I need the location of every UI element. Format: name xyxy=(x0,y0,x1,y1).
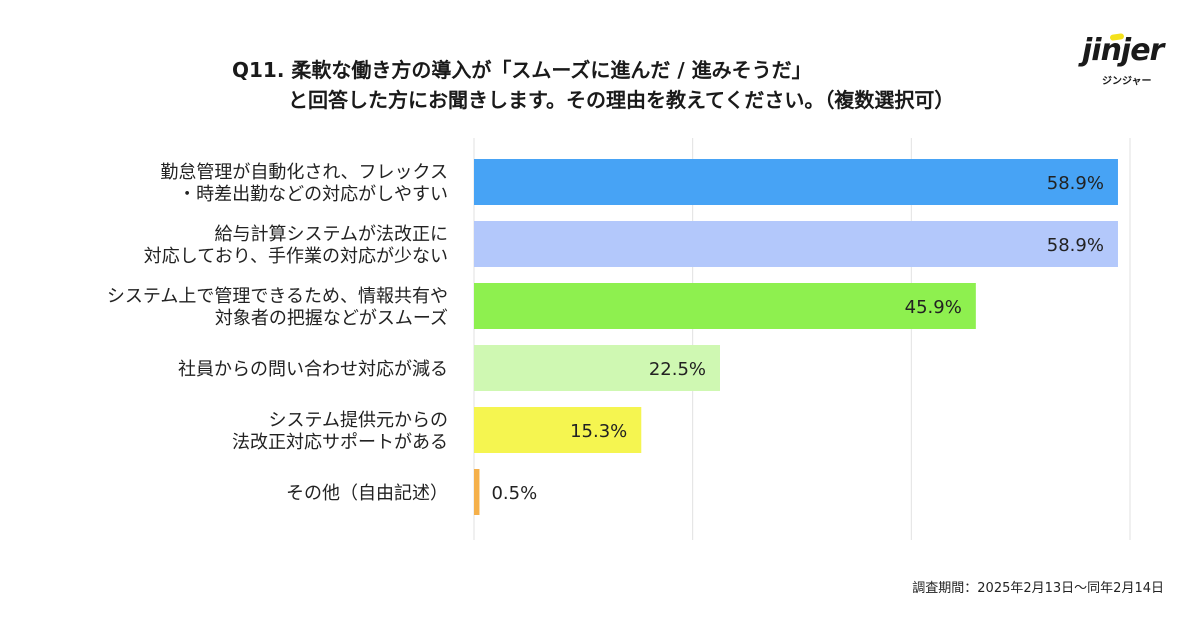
value-label: 0.5% xyxy=(491,483,537,504)
value-label: 45.9% xyxy=(905,297,962,318)
category-label: 対象者の把握などがスムーズ xyxy=(215,308,448,329)
jinjer-logo: jinjer ジンジャー xyxy=(1082,33,1164,87)
chart-title-line-2: と回答した方にお聞きします。その理由を教えてください。（複数選択可） xyxy=(288,88,955,112)
chart-title-line-1: Q11. 柔軟な働き方の導入が「スムーズに進んだ / 進みそうだ」 xyxy=(232,58,812,82)
category-label: 勤怠管理が自動化され、フレックス xyxy=(160,162,448,183)
bar xyxy=(474,221,1118,267)
bar xyxy=(474,469,480,515)
logo-wordmark: jinjer xyxy=(1082,33,1164,68)
category-label: 法改正対応サポートがある xyxy=(232,432,448,453)
logo-subtitle: ジンジャー xyxy=(1102,76,1152,87)
bar xyxy=(474,159,1118,205)
bar xyxy=(474,283,976,329)
value-label: 15.3% xyxy=(570,421,627,442)
category-label: 対応しており、手作業の対応が少ない xyxy=(144,246,448,267)
category-label: その他（自由記述） xyxy=(286,483,448,504)
category-label: 社員からの問い合わせ対応が減る xyxy=(178,359,448,380)
survey-period: 調査期間：2025年2月13日〜同年2月14日 xyxy=(912,581,1164,596)
value-label: 58.9% xyxy=(1047,235,1104,256)
category-label: ・時差出勤などの対応がしやすい xyxy=(178,184,448,205)
chart-value-labels: 58.9% 58.9% 45.9% 22.5% 15.3% 0.5% xyxy=(491,173,1104,504)
chart-category-labels: 勤怠管理が自動化され、フレックス・時差出勤などの対応がしやすい給与計算システムが… xyxy=(107,162,448,504)
bar xyxy=(474,407,642,453)
value-label: 22.5% xyxy=(649,359,706,380)
category-label: システム上で管理できるため、情報共有や xyxy=(107,286,448,307)
value-label: 58.9% xyxy=(1047,173,1104,194)
bar xyxy=(474,345,720,391)
chart-bars xyxy=(474,159,1118,515)
category-label: 給与計算システムが法改正に xyxy=(215,224,448,245)
category-label: システム提供元からの xyxy=(269,410,448,431)
